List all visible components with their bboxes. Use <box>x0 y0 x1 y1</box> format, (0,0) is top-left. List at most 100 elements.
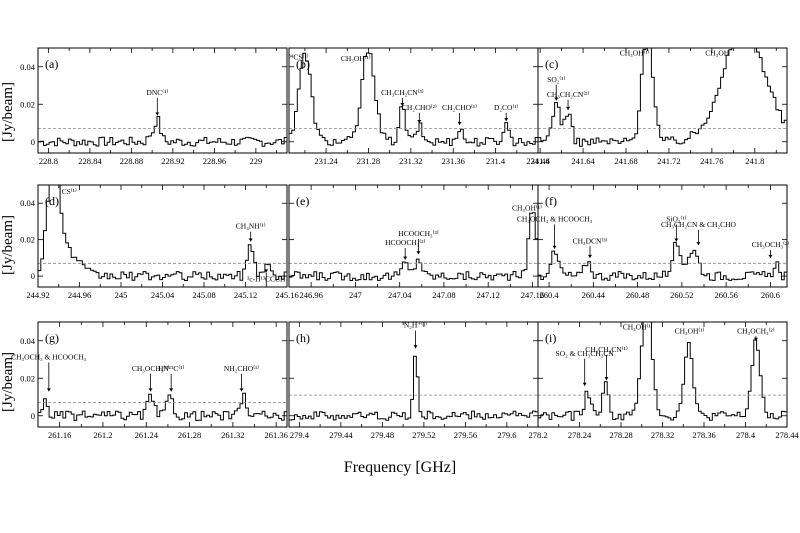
x-tick-label: 260.56 <box>714 290 737 300</box>
panel-frame <box>537 184 788 288</box>
panel-f: 260.4 260.44 260.48 260.52 260.56 260.6 (f) CH₃… <box>517 184 789 300</box>
line-annotation: DNC⁽¹⁾ <box>146 88 168 97</box>
y-tick-label: 0 <box>31 411 35 421</box>
line-annotation: CH₃OCH₃ & HCOOCH₃ <box>517 214 593 223</box>
line-annotation: CH₃OH⁽¹⁾ <box>341 54 371 63</box>
annotation-arrowhead <box>768 254 773 258</box>
line-annotation: HN¹³C⁽¹⁾ <box>158 364 184 373</box>
x-tick-label: 279.4 <box>290 430 310 440</box>
line-annotation: CH₃CH₂CN⁽²⁾ <box>547 90 590 99</box>
x-tick-label: 278.2 <box>528 430 547 440</box>
x-tick-label: 241.8 <box>745 156 764 166</box>
line-annotation: CH₃DCN⁽³⁾ <box>573 236 608 245</box>
x-tick-label: 241.64 <box>571 156 595 166</box>
x-tick-label: 228.88 <box>120 156 143 166</box>
x-tick-label: 279.48 <box>371 430 394 440</box>
x-tick-label: 278.44 <box>775 430 799 440</box>
panel-h: 279.4 279.44 279.48 279.52 279.56 279.6 (h) N₂H… <box>288 321 539 440</box>
annotation-arrowhead <box>552 245 557 249</box>
x-tick-label: 278.4 <box>736 430 756 440</box>
x-tick-label: 278.32 <box>651 430 674 440</box>
x-tick-label: 279.6 <box>497 430 516 440</box>
line-annotation: CH₃CH₂CN⁽¹⁾ <box>585 345 628 354</box>
x-tick-label: 260.6 <box>761 290 780 300</box>
spectrum-line <box>538 241 787 281</box>
panel-e: 246.96 247 247.04 247.08 247.12 247.16 (e) HCOO… <box>288 184 544 300</box>
x-tick-label: 279.44 <box>329 430 353 440</box>
x-tick-label: 278.36 <box>692 430 715 440</box>
panel-c: 241.6 241.64 241.68 241.72 241.76 241.8 (c) SO₂… <box>531 47 788 166</box>
annotation-arrowhead <box>148 388 153 392</box>
spectrum-line <box>38 116 287 147</box>
line-annotation: CH₃OH⁽¹⁾ <box>675 326 705 335</box>
annotation-arrowhead <box>554 97 559 101</box>
x-tick-label: 244.92 <box>26 290 49 300</box>
line-annotation: SiO₂⁽¹⁾ <box>666 214 686 223</box>
annotation-arrowhead <box>416 251 421 255</box>
x-tick-label: 228.84 <box>78 156 102 166</box>
line-annotation: CH₃OH <box>705 49 729 58</box>
x-tick-label: 261.2 <box>93 430 112 440</box>
annotation-arrowhead <box>604 377 609 381</box>
line-annotation: D₂CO⁽¹⁾ <box>494 103 519 112</box>
line-annotation: CH₃OCH₃⁽²⁾ <box>737 326 775 335</box>
x-tick-label: 278.28 <box>609 430 632 440</box>
panel-label: (i) <box>545 331 556 345</box>
line-annotation: CH₃OH⁽¹⁾ <box>623 323 653 332</box>
y-tick-label: 0.02 <box>20 373 35 383</box>
x-tick-label: 261.24 <box>135 430 159 440</box>
line-annotation: CH₃OCH₃⁽²⁾ <box>132 364 170 373</box>
x-tick-label: 245.16 <box>275 290 298 300</box>
x-tick-label: 228.8 <box>39 156 58 166</box>
annotation-arrowhead <box>413 345 418 349</box>
x-tick-label: 231.32 <box>399 156 422 166</box>
x-tick-label: 231.4 <box>486 156 506 166</box>
annotation-arrowhead <box>588 254 593 258</box>
x-tick-label: 244.96 <box>68 290 91 300</box>
panel-frame <box>37 47 288 154</box>
spectrum-line <box>538 322 787 421</box>
annotation-arrowhead <box>696 242 701 246</box>
x-tick-label: 245.08 <box>192 290 215 300</box>
x-tick-label: 247.04 <box>388 290 412 300</box>
x-tick-label: 247 <box>349 290 362 300</box>
x-tick-label: 247.16 <box>521 290 544 300</box>
panel-label: (e) <box>296 194 309 208</box>
panel-label: (c) <box>545 57 558 71</box>
line-annotation: CH₃OH⁽¹⁾ <box>620 49 650 58</box>
figure-xlabel: Frequency [GHz] <box>344 459 456 476</box>
annotation-arrowhead <box>753 337 758 341</box>
line-annotation: CH₃CH₂CN⁽³⁾ <box>381 88 424 97</box>
x-tick-label: 260.48 <box>626 290 649 300</box>
annotation-arrowhead <box>239 388 244 392</box>
x-tick-label: 260.4 <box>540 290 560 300</box>
x-tick-label: 246.96 <box>299 290 322 300</box>
panel-g: 261.16 261.2 261.24 261.28 261.32 261.36 0 0.02… <box>11 321 288 440</box>
spectrum-line <box>538 48 787 147</box>
panel-grid: 228.8 228.84 228.88 228.92 228.96 229 0 0.02 0.0… <box>11 47 799 440</box>
annotation-arrowhead <box>400 103 405 107</box>
spectrum-line <box>289 212 538 281</box>
panel-label: (g) <box>45 331 59 345</box>
line-annotation: CH₃NH⁽¹⁾ <box>236 222 266 231</box>
panel-frame <box>37 321 288 428</box>
spectrum-line <box>38 392 287 421</box>
x-tick-label: 241.6 <box>531 156 550 166</box>
x-tick-label: 228.92 <box>161 156 184 166</box>
x-tick-label: 229 <box>250 156 263 166</box>
y-tick-label: 0.04 <box>20 336 36 346</box>
x-tick-label: 261.32 <box>221 430 244 440</box>
panel-d: 244.92 244.96 245 245.04 245.08 245.12 245.16 0… <box>20 184 299 300</box>
x-tick-label: 279.56 <box>454 430 477 440</box>
line-annotation: CS⁽¹⁾ <box>62 187 77 196</box>
y-tick-label: 0.04 <box>20 62 36 72</box>
x-tick-label: 228.96 <box>203 156 226 166</box>
panel-i: 278.2 278.24 278.28 278.32 278.36 278.4 278.44… <box>528 321 799 440</box>
x-tick-label: 247.08 <box>432 290 455 300</box>
line-annotation: CH₃OH⁽¹⁾ <box>512 204 542 213</box>
panel-label: (f) <box>545 194 557 208</box>
x-tick-label: 260.44 <box>582 290 606 300</box>
panel-label: (d) <box>45 194 59 208</box>
panel-b: 231.24 231.28 231.32 231.36 231.4 231.44 (b)³⁴… <box>288 47 550 166</box>
